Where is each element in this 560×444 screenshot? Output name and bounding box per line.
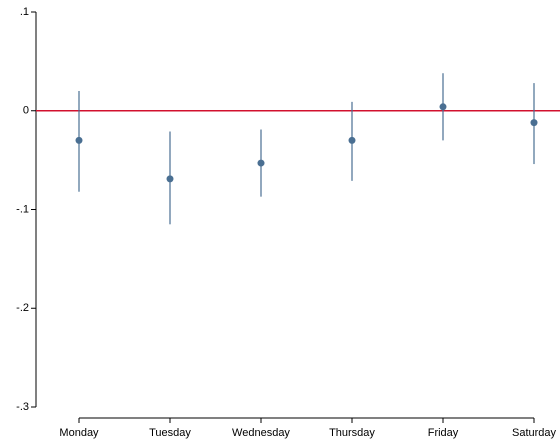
point <box>75 136 83 144</box>
x-tick-label: Tuesday <box>149 427 191 439</box>
point <box>439 103 447 111</box>
point <box>257 159 265 167</box>
x-tick-label: Friday <box>428 427 459 439</box>
y-tick-label: -.1 <box>16 203 29 215</box>
x-tick-label: Thursday <box>329 427 375 439</box>
y-tick-label: -.3 <box>16 401 29 413</box>
y-tick-label: .1 <box>20 6 29 18</box>
point <box>348 136 356 144</box>
point <box>530 119 538 127</box>
point <box>166 175 174 183</box>
x-tick-label: Monday <box>59 427 99 439</box>
x-tick-label: Saturday <box>512 427 557 439</box>
y-tick-label: -.2 <box>16 302 29 314</box>
y-tick-label: 0 <box>23 105 29 117</box>
x-tick-label: Wednesday <box>232 427 290 439</box>
